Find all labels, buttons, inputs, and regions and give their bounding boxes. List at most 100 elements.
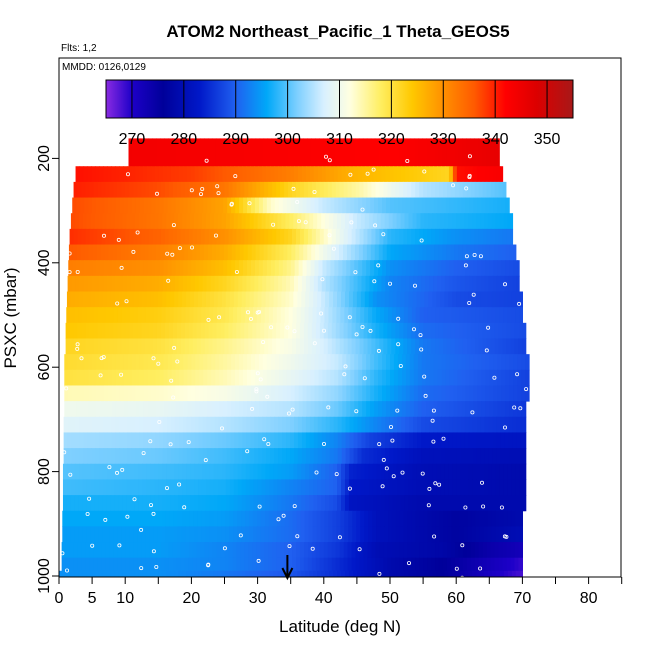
theta-cell: [457, 385, 463, 402]
theta-cell: [335, 228, 341, 246]
theta-cell: [239, 138, 245, 167]
theta-cell: [266, 166, 271, 183]
theta-cell: [82, 307, 87, 324]
theta-cell: [115, 275, 120, 293]
theta-cell: [229, 495, 235, 512]
theta-cell: [252, 510, 258, 527]
theta-cell: [513, 385, 518, 402]
theta-cell: [315, 228, 321, 246]
theta-cell: [400, 291, 406, 308]
theta-cell: [175, 354, 181, 371]
theta-cell: [340, 510, 345, 527]
theta-cell: [437, 354, 443, 371]
theta-cell: [229, 570, 235, 578]
theta-cell: [286, 197, 292, 214]
theta-cell: [89, 322, 95, 339]
colorbar-tick-label: 320: [378, 131, 405, 148]
theta-cell: [303, 228, 309, 246]
theta-cell: [198, 448, 204, 465]
colorbar-tick-label: 300: [274, 131, 301, 148]
observation-point: [250, 406, 255, 411]
theta-cell: [392, 570, 398, 578]
theta-cell: [373, 432, 379, 449]
theta-cell: [162, 166, 168, 183]
theta-cell: [351, 542, 357, 559]
theta-cell: [111, 416, 116, 433]
theta-cell: [66, 526, 71, 543]
theta-cell: [134, 570, 140, 578]
theta-cell: [344, 570, 350, 578]
theta-cell: [122, 479, 128, 496]
theta-cell: [192, 181, 198, 199]
theta-cell: [337, 275, 343, 293]
theta-cell: [435, 307, 441, 324]
theta-cell: [293, 570, 298, 578]
theta-cell: [508, 416, 514, 433]
theta-cell: [133, 542, 138, 559]
theta-cell: [177, 307, 183, 324]
theta-cell: [347, 338, 353, 355]
theta-cell: [198, 416, 204, 433]
theta-cell: [290, 260, 296, 277]
observation-point: [347, 315, 352, 320]
theta-cell: [370, 260, 375, 277]
theta-cell: [425, 385, 431, 402]
theta-cell: [234, 166, 239, 183]
theta-cell: [130, 479, 136, 496]
theta-cell: [468, 432, 474, 449]
theta-cell: [425, 369, 431, 386]
theta-cell: [125, 542, 130, 559]
theta-cell: [104, 197, 109, 214]
theta-cell: [224, 557, 230, 572]
theta-cell: [484, 432, 490, 449]
theta-cell: [507, 526, 512, 543]
theta-cell: [312, 526, 318, 543]
theta-cell: [418, 138, 424, 167]
theta-cell: [427, 526, 433, 543]
theta-cell: [378, 385, 383, 402]
theta-cell: [411, 510, 417, 527]
theta-cell: [141, 181, 146, 199]
theta-cell: [228, 557, 234, 572]
theta-cell: [315, 338, 321, 355]
theta-cell: [160, 244, 165, 261]
theta-cell: [207, 401, 212, 418]
theta-cell: [515, 495, 521, 512]
theta-cell: [70, 495, 76, 512]
theta-cell: [215, 244, 221, 261]
theta-cell: [100, 401, 105, 418]
theta-cell: [356, 213, 362, 230]
theta-cell: [298, 197, 304, 214]
theta-cell: [89, 228, 95, 246]
theta-cell: [272, 557, 277, 572]
theta-cell: [347, 322, 353, 339]
theta-cell: [265, 213, 271, 230]
theta-cell: [281, 479, 286, 496]
theta-cell: [482, 557, 488, 572]
theta-cell: [376, 570, 382, 578]
theta-cell: [305, 448, 311, 465]
theta-cell: [351, 338, 357, 355]
theta-cell: [510, 322, 516, 339]
theta-cell: [174, 166, 180, 183]
theta-cell: [500, 448, 506, 465]
theta-cell: [81, 322, 87, 339]
theta-cell: [309, 275, 315, 293]
observation-point: [156, 361, 161, 366]
theta-cell: [310, 260, 316, 277]
theta-cell: [155, 369, 161, 386]
theta-cell: [381, 166, 386, 183]
theta-cell: [413, 401, 419, 418]
theta-cell: [435, 228, 440, 246]
theta-cell: [437, 197, 443, 214]
theta-cell: [490, 181, 496, 199]
theta-cell: [490, 322, 496, 339]
theta-cell: [395, 338, 400, 355]
theta-cell: [331, 244, 336, 261]
theta-cell: [94, 291, 100, 308]
chart-title: ATOM2 Northeast_Pacific_1 Theta_GEOS5: [166, 22, 509, 41]
theta-cell: [358, 369, 363, 386]
theta-band: [65, 338, 527, 355]
theta-cell: [142, 213, 147, 230]
theta-cell: [382, 401, 387, 418]
